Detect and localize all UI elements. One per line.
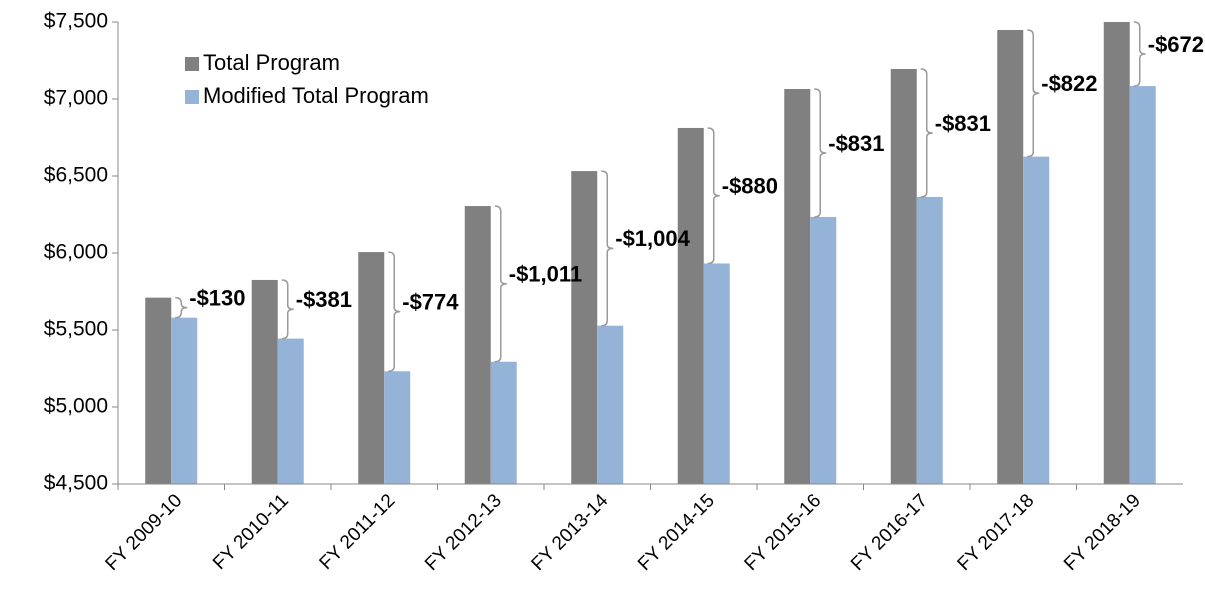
brace (1027, 29, 1040, 158)
y-tick-label: $6,000 (44, 241, 108, 264)
y-tick-label: $7,000 (44, 87, 108, 110)
bar (571, 171, 598, 484)
x-tick-label: FY 2015-16 (741, 490, 826, 575)
annotation: -$831 (828, 131, 884, 156)
bar (916, 196, 943, 484)
bar (1023, 156, 1050, 484)
annotation: -$381 (296, 287, 352, 312)
annotation: -$130 (189, 285, 245, 310)
bar (464, 206, 491, 484)
brace (1133, 21, 1146, 87)
bar (810, 216, 837, 484)
x-tick-label: FY 2012-13 (421, 490, 506, 575)
brace (601, 170, 614, 327)
y-tick-label: $5,500 (44, 318, 108, 341)
y-tick-label: $5,000 (44, 395, 108, 418)
x-tick-label: FY 2014-15 (634, 490, 719, 575)
bar (997, 30, 1024, 484)
bar (1129, 86, 1156, 484)
annotation: -$672 (1148, 32, 1204, 57)
bar (703, 263, 730, 484)
bar (1103, 22, 1130, 484)
brace (707, 127, 720, 265)
y-tick-label: $4,500 (44, 472, 108, 495)
bar (358, 252, 385, 484)
annotation: -$774 (402, 289, 459, 314)
brace (814, 88, 827, 218)
brace (388, 251, 401, 373)
bar (890, 68, 917, 484)
brace (175, 296, 188, 319)
plot-area (145, 22, 1156, 484)
bar (677, 127, 704, 484)
x-tick-label: FY 2017-18 (954, 490, 1039, 575)
annotation: -$1,011 (509, 262, 582, 287)
annotation: -$880 (722, 174, 778, 199)
bar (384, 371, 411, 484)
legend-swatch (185, 90, 199, 104)
x-tick-label: FY 2018-19 (1060, 490, 1145, 575)
bar (171, 317, 198, 484)
bar (490, 361, 517, 484)
x-tick-label: FY 2011-12 (316, 490, 400, 574)
x-tick-label: FY 2016-17 (847, 490, 932, 575)
legend-swatch (185, 57, 199, 71)
brace (920, 68, 933, 198)
bar (251, 279, 278, 484)
legend-label: Modified Total Program (203, 83, 429, 108)
x-tick-label: FY 2009-10 (102, 490, 187, 575)
brace (281, 279, 294, 340)
x-tick-label: FY 2010-11 (209, 490, 293, 574)
bar (784, 88, 811, 484)
annotation: -$822 (1041, 71, 1097, 96)
annotation: -$831 (935, 111, 991, 136)
legend-label: Total Program (203, 50, 340, 75)
y-tick-label: $6,500 (44, 164, 108, 187)
bar (145, 297, 172, 484)
brace (494, 205, 507, 363)
y-tick-label: $7,500 (44, 10, 108, 33)
bar (597, 325, 624, 484)
bar (277, 338, 304, 484)
annotation: -$1,004 (615, 226, 690, 251)
x-tick-label: FY 2013-14 (528, 490, 613, 575)
